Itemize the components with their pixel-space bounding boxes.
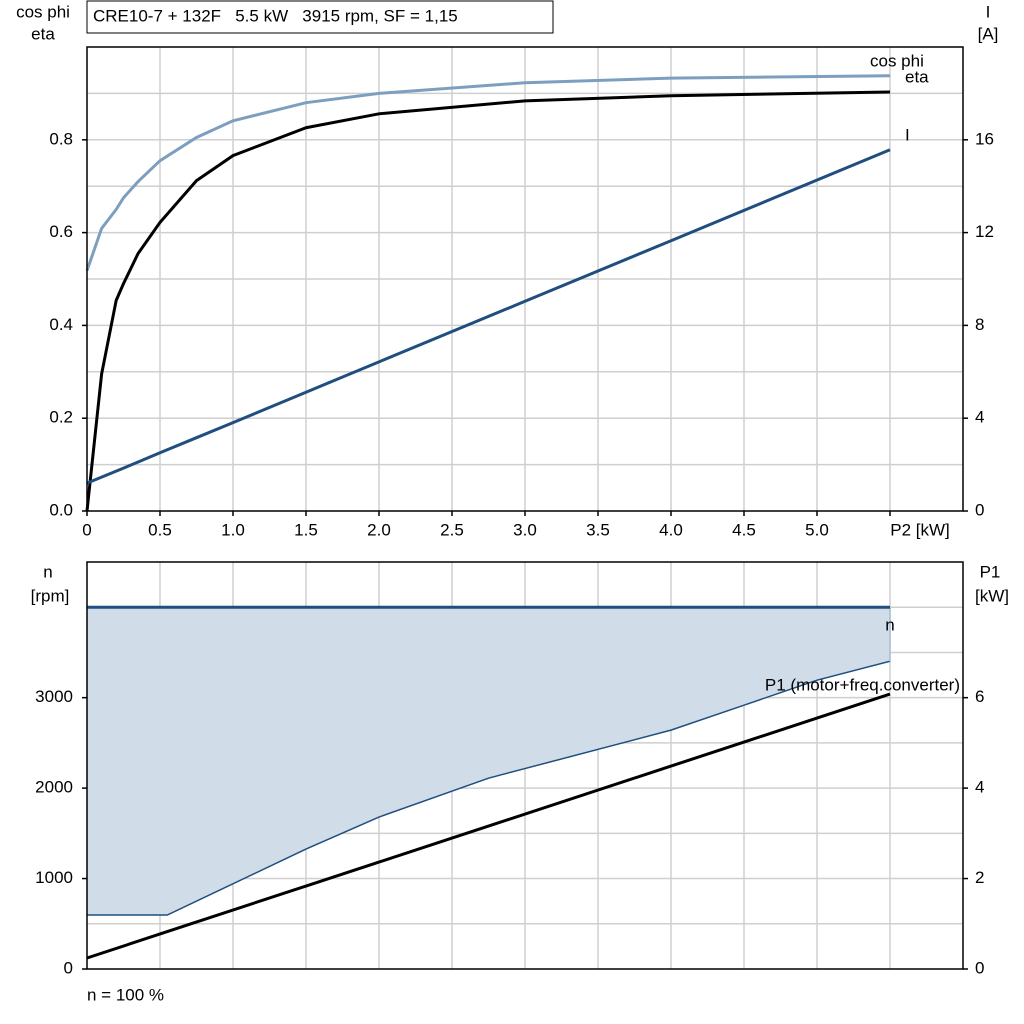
y2-axis-label: I: [986, 2, 991, 21]
x-tick-label: 3.5: [586, 520, 610, 539]
plot-frame: [86, 46, 964, 512]
y-tick-label: 0.2: [49, 408, 73, 427]
y2-tick-label: 4: [975, 778, 984, 797]
x-tick-label: 0.5: [148, 520, 172, 539]
series-label: eta: [905, 67, 929, 86]
series-label: P1 (motor+freq.converter): [765, 676, 960, 695]
series-label: I: [905, 125, 910, 144]
y-axis-label: [rpm]: [31, 586, 70, 605]
y-tick-label: 2000: [35, 778, 73, 797]
y2-axis-label: P1: [980, 562, 1001, 581]
line: [86, 148, 891, 485]
line: [87, 660, 891, 916]
x-tick-label: 2.0: [367, 520, 391, 539]
x-tick-label: 1.5: [294, 520, 318, 539]
y2-tick-label: 0: [975, 500, 984, 519]
y-axis-label: n: [43, 562, 52, 581]
y2-tick-label: 12: [975, 222, 994, 241]
y2-tick-label: 0: [975, 958, 984, 977]
y-tick-label: 0.0: [49, 500, 73, 519]
y-tick-label: 1000: [35, 868, 73, 887]
y-tick-label: 0.4: [49, 315, 73, 334]
y2-tick-label: 8: [975, 315, 984, 334]
x-tick-label: 2.5: [440, 520, 464, 539]
x-tick-label: 4.5: [732, 520, 756, 539]
x-tick-label: 3.0: [513, 520, 537, 539]
y-tick-label: 3000: [35, 687, 73, 706]
y-axis-label: cos phi: [16, 2, 70, 21]
y2-tick-label: 2: [975, 868, 984, 887]
x-tick-label: 1.0: [221, 520, 245, 539]
y2-tick-label: 16: [975, 129, 994, 148]
series-label: cos phi: [870, 51, 924, 70]
line: [86, 692, 891, 960]
x-tick-label: 5.0: [805, 520, 829, 539]
x-tick-label: 0: [82, 520, 91, 539]
x-tick-label: P2 [kW]: [890, 520, 950, 539]
y-tick-label: 0.6: [49, 222, 73, 241]
y-tick-label: 0.8: [49, 129, 73, 148]
chart-title: CRE10-7 + 132F 5.5 kW 3915 rpm, SF = 1,1…: [93, 6, 458, 25]
title-box: [86, 0, 554, 34]
line: [85, 90, 891, 512]
line: [85, 74, 891, 272]
y-axis-label: eta: [31, 24, 55, 43]
area: [87, 607, 890, 916]
plot-frame: [86, 561, 964, 970]
y-tick-label: 0: [64, 958, 73, 977]
annotation: n = 100 %: [87, 985, 164, 1004]
series-label: n: [885, 616, 894, 635]
y2-axis-label: [A]: [978, 24, 999, 43]
y2-tick-label: 4: [975, 408, 984, 427]
x-tick-label: 4.0: [659, 520, 683, 539]
y2-tick-label: 6: [975, 687, 984, 706]
y2-axis-label: [kW]: [975, 586, 1009, 605]
